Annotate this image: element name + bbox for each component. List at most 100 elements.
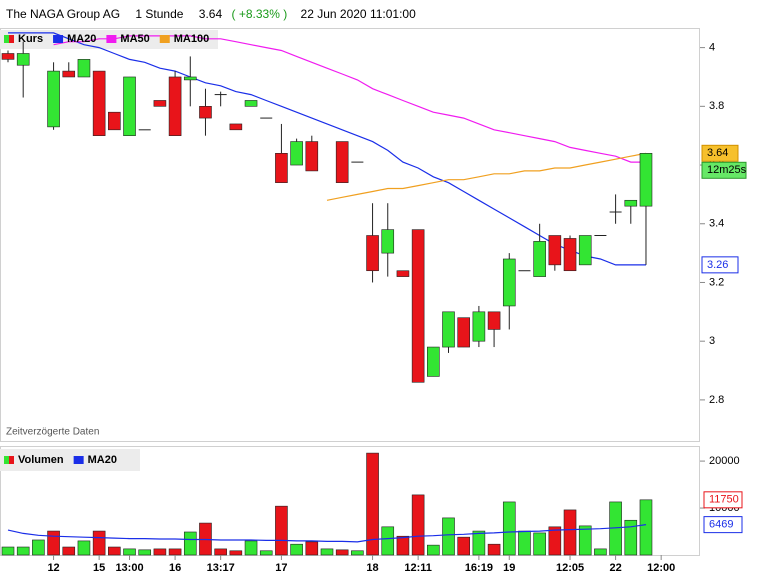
countdown-tag: 12m25s: [707, 164, 747, 176]
x-tick-label: 17: [275, 562, 287, 574]
legend-swatch: [4, 35, 9, 43]
y-tick-label: 3.4: [709, 218, 724, 230]
legend-label: Volumen: [18, 454, 64, 466]
last-price-tag-box: [701, 144, 739, 162]
candle-body: [624, 199, 638, 207]
volume-bar: [442, 517, 455, 556]
candle-body: [502, 258, 516, 307]
volume-bar: [457, 536, 471, 556]
volume-bar: [518, 530, 531, 556]
legend-swatch: [159, 35, 170, 43]
y-tick-label: 20000: [709, 455, 740, 467]
candle-body: [47, 70, 60, 128]
volume-legend-box: [0, 449, 140, 471]
volume-bar: [639, 499, 653, 556]
legend-swatch: [9, 35, 14, 43]
price-change: ( +8.33% ): [231, 7, 288, 21]
candle-body: [92, 70, 106, 136]
instrument-title: The NAGA Group AG: [6, 7, 121, 21]
volume-bar: [381, 526, 395, 556]
legend-swatch: [106, 35, 117, 43]
candle-body: [77, 59, 91, 78]
candle-body: [62, 70, 76, 78]
x-tick-label: 12: [47, 562, 59, 574]
candle-body: [411, 229, 425, 383]
x-tick-label: 12:00: [647, 562, 675, 574]
y-tick-label: 3.2: [709, 276, 724, 288]
volume-bar: [335, 549, 349, 556]
legend-label: MA20: [88, 454, 117, 466]
volume-bar: [1, 546, 15, 556]
footnote: Zeitverzögerte Daten: [6, 427, 99, 438]
volume-bar: [351, 550, 364, 556]
ma-value-tag: 3.26: [707, 259, 728, 271]
volume-bar: [168, 548, 182, 556]
y-tick-label: 3.8: [709, 100, 724, 112]
candle-body: [168, 76, 182, 136]
candle-body: [244, 100, 258, 107]
ma-line: [53, 35, 646, 163]
x-tick-label: 22: [609, 562, 621, 574]
candle-body: [548, 235, 562, 266]
volume-bar: [548, 526, 562, 556]
volume-bar: [244, 540, 258, 556]
y-tick-label: 2.8: [709, 394, 724, 406]
candle-body: [16, 53, 30, 66]
candle-body: [305, 141, 319, 172]
countdown-tag-box: [701, 161, 747, 179]
timestamp: 22 Jun 2020 11:01:00: [300, 7, 416, 21]
last-price-tag: 3.64: [707, 147, 728, 159]
volume-bar: [92, 530, 106, 556]
candle-body: [123, 76, 136, 136]
volume-bar: [214, 548, 227, 556]
y-tick-label: 4: [709, 42, 715, 54]
x-tick-label: 15: [93, 562, 105, 574]
volume-bar: [396, 535, 410, 556]
volume-bar: [578, 525, 592, 556]
volume-bar: [16, 546, 30, 556]
candle-body: [108, 111, 121, 131]
candle-body: [442, 311, 455, 348]
volume-bar: [153, 548, 167, 556]
candle-body: [457, 317, 471, 348]
candle-body: [335, 141, 349, 183]
header: The NAGA Group AG 1 Stunde 3.64 ( +8.33%…: [0, 0, 769, 28]
candle-body: [229, 123, 243, 131]
volume-bar: [502, 501, 516, 556]
volume-bar: [594, 548, 607, 556]
candle-body: [153, 100, 167, 107]
volume-bar: [472, 530, 486, 556]
volume-value-tag: 11750: [709, 494, 739, 506]
last-price: 3.64: [198, 7, 223, 21]
candle-body: [290, 141, 303, 166]
volume-bar: [305, 541, 319, 556]
volume-bar: [259, 550, 273, 556]
x-tick-label: 13:00: [115, 562, 143, 574]
candle-body: [366, 235, 379, 272]
candle-body: [275, 153, 288, 183]
x-tick-label: 12:05: [556, 562, 584, 574]
candle-body: [427, 346, 440, 377]
volume-bar: [229, 550, 243, 556]
interval: 1 Stunde: [135, 7, 184, 21]
volume-ma-tag-box: [703, 516, 743, 534]
volume-bar: [108, 546, 121, 556]
volume-bar: [411, 494, 425, 556]
candle-body: [578, 235, 592, 266]
candle-body: [183, 76, 197, 81]
legend-label: MA20: [67, 33, 96, 45]
ma-line: [326, 152, 647, 201]
volume-bar: [77, 540, 91, 556]
x-tick-label: 18: [366, 562, 378, 574]
x-tick-label: 16:19: [465, 562, 493, 574]
legend-swatch: [9, 456, 14, 464]
volume-bar: [183, 531, 197, 556]
candle-body: [199, 106, 212, 119]
volume-bar: [275, 505, 288, 556]
x-tick-label: 19: [503, 562, 515, 574]
ma-line: [7, 524, 647, 543]
volume-bar: [533, 532, 546, 556]
legend-swatch: [4, 456, 9, 464]
